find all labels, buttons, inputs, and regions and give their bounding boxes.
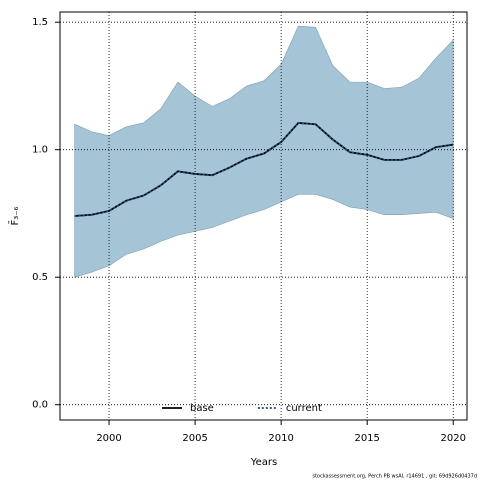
plot-frame: [59, 11, 468, 421]
footnote: stockassessment.org, Perch PB wsAI, r146…: [312, 474, 477, 480]
x-tick-label: 2000: [96, 433, 121, 444]
y-axis-label: F̄₃₋₆: [8, 206, 21, 225]
legend-label: base: [190, 403, 214, 414]
x-tick-label: 2015: [354, 433, 379, 444]
y-tick-label: 1.5: [32, 17, 48, 28]
y-tick-label: 0.5: [32, 272, 48, 283]
x-axis-label: Years: [250, 457, 277, 468]
x-tick-label: 2005: [182, 433, 207, 444]
x-tick-label: 2010: [268, 433, 293, 444]
legend-label: current: [286, 403, 322, 414]
x-tick-label: 2020: [441, 433, 466, 444]
y-tick-label: 1.0: [32, 145, 48, 156]
y-tick-label: 0.0: [32, 400, 48, 411]
series-line: [74, 121, 454, 217]
confidence-band: [74, 25, 454, 278]
